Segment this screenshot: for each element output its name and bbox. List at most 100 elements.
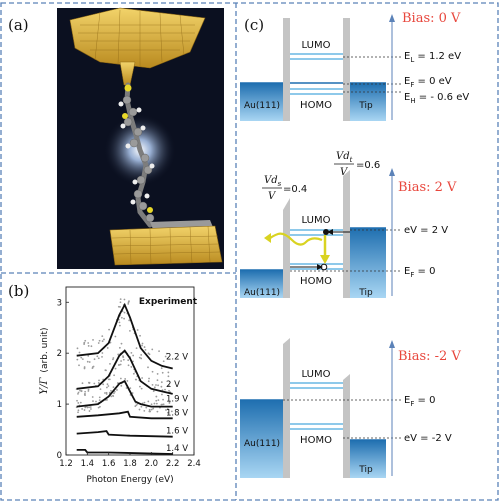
panel-a: (a) — [8, 7, 224, 269]
scatter-point — [80, 356, 83, 359]
homo-label-bottom: HOMO — [300, 435, 332, 446]
bias-label-0v: Bias: 0 V — [402, 11, 461, 26]
scatter-point — [130, 351, 133, 354]
scatter-point — [87, 388, 90, 391]
scatter-point — [87, 342, 90, 344]
scatter-point — [88, 410, 91, 412]
scatter-point — [107, 385, 110, 387]
scatter-point — [128, 319, 131, 322]
scatter-point — [91, 396, 94, 398]
svg-text:Vdt: Vdt — [336, 151, 353, 164]
scatter-point — [162, 403, 165, 406]
scatter-point — [87, 390, 90, 392]
curve-label: 1.9 V — [166, 395, 188, 405]
scatter-point — [99, 405, 101, 408]
scatter-point — [149, 410, 152, 413]
scatter-point — [93, 382, 96, 385]
scatter-point — [123, 311, 126, 314]
scatter-point — [78, 364, 80, 367]
svg-text:V: V — [268, 191, 277, 202]
scatter-point — [76, 358, 79, 361]
tip-label-bottom: Tip — [358, 465, 373, 475]
eh-level-label: EH = - 0.6 eV — [404, 92, 469, 105]
ef-label-bottom: EF = 0 — [404, 395, 435, 408]
svg-text:=0.6: =0.6 — [356, 160, 380, 171]
scatter-point — [166, 411, 169, 414]
scatter-point — [79, 389, 81, 392]
scatter-point — [123, 317, 125, 320]
scatter-point — [152, 407, 155, 410]
scatter-point — [129, 329, 131, 332]
scatter-point — [117, 353, 120, 356]
scatter-point — [127, 364, 130, 367]
scatter-point — [143, 401, 146, 404]
scatter-point — [77, 409, 80, 412]
scatter-point — [151, 370, 154, 373]
panel-c: (c) LUMO HOMO Au(111) Tip EL = 1.2 eV EF… — [240, 11, 469, 478]
energy-diagram-bias-neg2v: LUMO HOMO Au(111) Tip EF = 0 eV = -2 V B… — [240, 338, 461, 478]
scatter-point — [113, 392, 115, 395]
scatter-point — [98, 396, 101, 399]
bias-label-2v: Bias: 2 V — [398, 180, 457, 195]
scatter-point — [108, 391, 111, 394]
scatter-point — [104, 369, 107, 372]
scatter-point — [119, 301, 122, 304]
scatter-point — [143, 346, 146, 348]
scatter-point — [105, 391, 108, 394]
scatter-point — [135, 347, 138, 350]
scatter-point — [161, 393, 163, 396]
scatter-point — [168, 389, 170, 392]
scatter-point — [95, 400, 97, 403]
barrier-right-top — [343, 18, 350, 121]
scatter-point — [167, 375, 170, 378]
fraction-vds: Vds V =0.4 — [262, 175, 307, 202]
series-line — [76, 410, 173, 420]
scatter-point — [113, 390, 116, 393]
scatter-point — [138, 408, 141, 411]
scatter-point — [150, 408, 153, 411]
scatter-point — [160, 385, 163, 388]
barrier-right-middle — [343, 170, 350, 298]
scatter-point — [93, 358, 96, 361]
chart-x-ticks: 1.2 1.4 1.6 1.8 2.0 2.2 2.4 — [59, 452, 201, 469]
scatter-point — [107, 378, 110, 381]
scatter-point — [122, 358, 125, 361]
energy-diagram-bias-2v: LUMO HOMO Au(111) Tip Vds V =0.4 Vdt — [240, 151, 457, 298]
scatter-point — [106, 383, 109, 386]
scatter-point — [103, 338, 105, 341]
y-tick-label: 2 — [57, 349, 62, 359]
scatter-point — [81, 358, 84, 361]
scatter-point — [161, 371, 164, 374]
bottom-gold-electrode — [109, 220, 223, 266]
scatter-point — [99, 388, 102, 391]
scatter-point — [116, 389, 118, 391]
scatter-point — [134, 378, 137, 381]
scatter-point — [124, 378, 127, 380]
scatter-point — [160, 381, 163, 384]
scatter-point — [141, 342, 144, 345]
scatter-point — [83, 367, 86, 370]
barrier-left-bottom — [283, 338, 290, 478]
scatter-point — [147, 366, 149, 369]
scatter-point — [126, 380, 129, 382]
lumo-label-bottom: LUMO — [302, 369, 331, 380]
scatter-point — [80, 390, 83, 393]
scatter-point — [113, 374, 116, 377]
scatter-point — [92, 339, 94, 341]
scatter-point — [87, 355, 90, 357]
scatter-point — [151, 383, 154, 386]
chart-x-axis-label: Photon Energy (eV) — [86, 475, 173, 485]
scatter-point — [162, 360, 165, 363]
scatter-point — [92, 400, 94, 402]
scatter-point — [84, 394, 86, 397]
scatter-point — [158, 350, 160, 353]
scatter-point — [106, 347, 109, 349]
chart-legend-label: Experiment — [139, 297, 198, 307]
scatter-point — [90, 345, 93, 348]
svg-text:=0.4: =0.4 — [283, 184, 307, 195]
scatter-point — [101, 352, 104, 354]
scatter-point — [144, 348, 147, 351]
scatter-point — [123, 298, 126, 301]
scatter-point — [101, 335, 104, 337]
